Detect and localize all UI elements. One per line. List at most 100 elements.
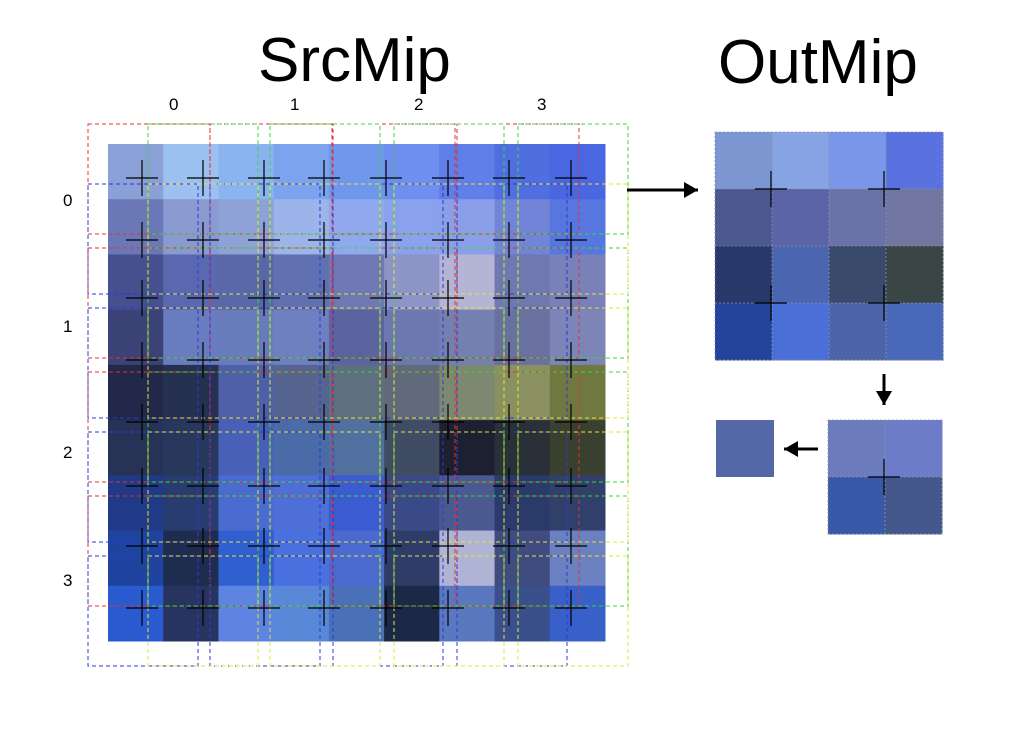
sampling-guide-rect	[517, 371, 629, 483]
srcmip-pixel	[494, 364, 551, 421]
arrow-out2-to-out1	[784, 441, 818, 457]
column-label-2: 2	[414, 95, 424, 114]
srcmip-pixel	[328, 530, 385, 587]
outmip-pixel	[829, 132, 887, 190]
srcmip-pixel	[494, 309, 551, 366]
sampling-guide-rect	[517, 183, 629, 295]
column-label-3: 3	[537, 95, 547, 114]
srcmip-pixel	[494, 254, 551, 311]
srcmip-pixel	[549, 420, 606, 476]
sampling-guide-rect	[456, 247, 580, 359]
srcmip-pixel	[384, 364, 440, 421]
outmip-pixel	[715, 303, 773, 361]
arrow-out4-to-out2	[876, 374, 892, 405]
srcmip-pixel	[218, 364, 275, 421]
sampling-guide-rect	[209, 431, 321, 543]
outmip-pixel	[886, 189, 944, 247]
srcmip-pixel	[384, 254, 440, 311]
srcmip-pixel	[439, 309, 496, 366]
srcmip-pixel	[108, 309, 164, 366]
sampling-guide-rect	[332, 371, 456, 483]
outmip-pixel	[829, 303, 887, 361]
srcmip-pixel	[439, 530, 496, 587]
srcmip-pixel	[273, 309, 330, 366]
sampling-guide-rect	[87, 307, 199, 419]
outmip-pixel	[886, 303, 944, 361]
arrows	[627, 182, 892, 457]
sampling-guide-rect	[87, 555, 199, 667]
srcmip-pixel	[384, 420, 440, 476]
sampling-guide-rect	[332, 495, 456, 607]
sampling-guide-rect	[456, 371, 580, 483]
srcmip-pixel	[384, 199, 440, 255]
sampling-guide-rect	[393, 247, 505, 359]
outmip-pixel	[829, 189, 887, 247]
srcmip-pixel	[494, 199, 551, 255]
srcmip-pixel	[328, 199, 385, 255]
srcmip-pixel	[108, 585, 164, 642]
sampling-guide-rect	[269, 247, 381, 359]
srcmip-pixel	[108, 144, 164, 200]
sampling-guide-rect	[209, 183, 321, 295]
srcmip-pixel	[163, 475, 219, 532]
srcmip-pixel	[273, 420, 330, 476]
srcmip-pixel	[218, 199, 275, 255]
column-label-1: 1	[290, 95, 300, 114]
outmip-pixel	[772, 189, 830, 247]
sampling-guide-rect	[269, 431, 381, 543]
sampling-guide-rect	[332, 431, 444, 543]
srcmip-pixel	[439, 364, 496, 421]
srcmip-pixel	[439, 144, 496, 200]
srcmip-pixel	[328, 364, 385, 421]
srcmip-pixel	[163, 199, 219, 255]
srcmip-pixel	[384, 585, 440, 642]
outmip-pixel	[715, 132, 773, 190]
srcmip-pixel	[494, 420, 551, 476]
srcmip-grid	[108, 144, 606, 642]
srcmip-pixel	[439, 254, 496, 311]
outmip-pixel	[885, 477, 943, 535]
row-label-3: 3	[63, 571, 73, 590]
srcmip-pixel	[218, 254, 275, 311]
outmip-pixel	[715, 189, 773, 247]
outmip-pixel	[715, 246, 773, 304]
srcmip-pixel	[328, 420, 385, 476]
sampling-guide-rect	[393, 495, 505, 607]
srcmip-pixel	[273, 199, 330, 255]
srcmip-pixel	[163, 309, 219, 366]
srcmip-pixel	[439, 585, 496, 642]
srcmip-pixel	[163, 420, 219, 476]
srcmip-pixel	[494, 144, 551, 200]
srcmip-pixel	[218, 585, 275, 642]
srcmip-pixel	[273, 364, 330, 421]
srcmip-pixel	[218, 309, 275, 366]
sampling-guide-rect	[456, 307, 568, 419]
row-label-0: 0	[63, 191, 73, 210]
sampling-guide-rect	[269, 495, 381, 607]
sampling-guide-rect	[269, 555, 381, 667]
srcmip-pixel	[108, 199, 164, 255]
sampling-guide-rect	[209, 247, 333, 359]
outmip-title: OutMip	[718, 28, 918, 97]
srcmip-pixel	[163, 585, 219, 642]
outmip-pixel	[885, 420, 943, 478]
arrow-src-to-out4	[627, 182, 698, 198]
srcmip-pixel	[273, 530, 330, 587]
sampling-guide-rect	[393, 307, 505, 419]
sampling-guide-rect	[456, 431, 568, 543]
outmip-2x2-grid	[827, 419, 943, 535]
arrow-head	[684, 182, 698, 198]
sampling-guide-rect	[209, 307, 321, 419]
srcmip-title: SrcMip	[258, 26, 451, 95]
sampling-guide-rect	[209, 495, 333, 607]
outmip-pixel	[772, 246, 830, 304]
outmip-pixel	[772, 132, 830, 190]
srcmip-pixel	[494, 530, 551, 587]
sampling-guide-rect	[393, 371, 505, 483]
sampling-guide-rect	[332, 183, 444, 295]
srcmip-pixel	[384, 530, 440, 587]
srcmip-pixel	[384, 475, 440, 532]
srcmip-pixel	[108, 530, 164, 587]
srcmip-pixel	[494, 475, 551, 532]
